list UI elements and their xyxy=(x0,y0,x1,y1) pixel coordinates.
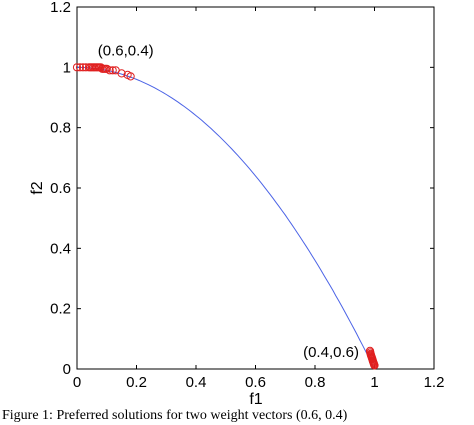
x-tick-label: 0.4 xyxy=(186,374,207,391)
figure-caption: Figure 1: Preferred solutions for two we… xyxy=(2,408,348,423)
solution-marker xyxy=(75,63,85,72)
plot-frame xyxy=(76,6,435,370)
x-tick-label: 0.2 xyxy=(126,374,147,391)
x-axis-label: f1 xyxy=(249,391,262,408)
solution-marker xyxy=(72,63,82,72)
y-tick-label: 0.6 xyxy=(50,180,71,197)
solution-marker xyxy=(370,361,379,370)
solution-marker xyxy=(105,66,114,75)
y-tick-label: 0.4 xyxy=(50,240,71,257)
x-tick-label: 1.2 xyxy=(424,374,445,391)
y-axis-ticks: 0 0.2 0.4 0.6 0.8 1 1.2 xyxy=(50,0,434,378)
x-tick-label: 0.6 xyxy=(245,374,266,391)
plot-border xyxy=(76,6,435,370)
y-tick-label: 1 xyxy=(63,59,71,76)
x-tick-label: 0 xyxy=(73,374,81,391)
pareto-chart: 0 0.2 0.4 0.6 0.8 1 1.2 0 0.2 0.4 0.6 0.8 1 1.2 f1 f… xyxy=(29,0,445,408)
solution-marker xyxy=(126,72,135,81)
pareto-front-line xyxy=(76,66,375,370)
x-axis-ticks: 0 0.2 0.4 0.6 0.8 1 1.2 xyxy=(73,7,445,391)
solution-markers-layer xyxy=(72,63,379,370)
x-tick-label: 1 xyxy=(370,374,378,391)
y-tick-label: 0.2 xyxy=(50,301,71,318)
y-tick-label: 0 xyxy=(63,361,71,378)
y-axis-label: f2 xyxy=(29,181,46,194)
annotation-weight-1: (0.4,0.6) xyxy=(303,344,359,361)
solution-marker xyxy=(108,66,117,75)
x-tick-label: 0.8 xyxy=(305,374,326,391)
annotation-weight-0: (0.6,0.4) xyxy=(98,42,154,59)
solution-marker xyxy=(117,69,126,78)
y-tick-label: 0.8 xyxy=(50,120,71,137)
pareto-front-layer xyxy=(76,66,375,370)
y-tick-label: 1.2 xyxy=(50,0,71,16)
